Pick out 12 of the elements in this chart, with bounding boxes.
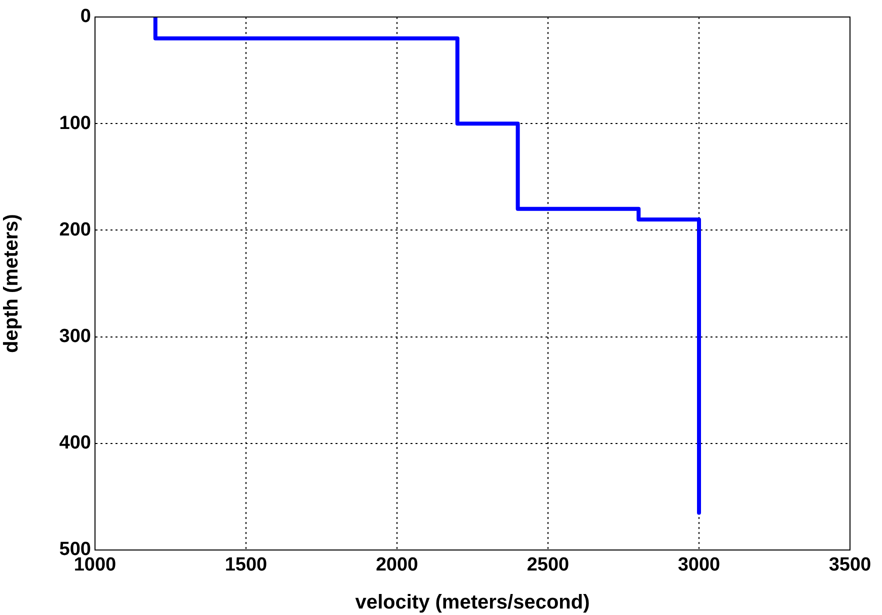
x-tick-label: 2500 — [526, 554, 570, 576]
y-tick-label: 100 — [59, 112, 91, 134]
y-tick-label: 200 — [59, 219, 91, 240]
x-tick-label: 1500 — [224, 554, 268, 576]
x-axis-title: velocity (meters/second) — [355, 592, 590, 614]
y-axis-title: depth (meters) — [0, 214, 23, 353]
y-tick-label: 400 — [59, 432, 91, 454]
x-tick-label: 3000 — [678, 554, 720, 576]
x-tick-label: 2000 — [376, 554, 418, 576]
y-tick-label: 0 — [80, 6, 91, 28]
x-tick-label: 3500 — [828, 554, 872, 576]
y-tick-label: 300 — [59, 326, 91, 348]
